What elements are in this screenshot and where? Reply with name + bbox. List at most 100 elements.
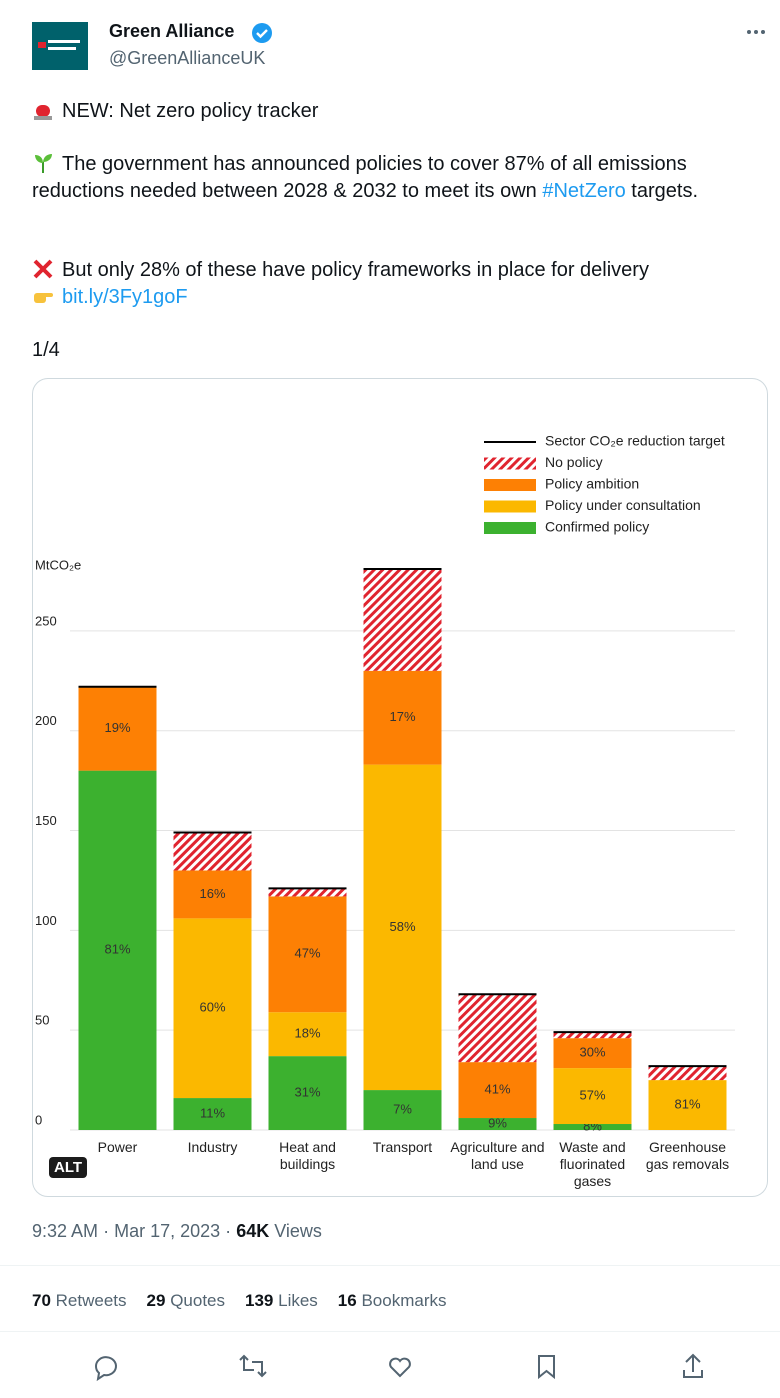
legend-label: Confirmed policy [545, 519, 649, 535]
emoji-pointing [34, 293, 53, 303]
segment-label: 17% [389, 709, 415, 724]
legend-swatch [484, 500, 536, 513]
segment-label: 30% [579, 1045, 605, 1060]
bar-segment [648, 1066, 727, 1081]
x-tick-label: Industry [187, 1139, 238, 1155]
bar-segment [363, 1090, 442, 1130]
segment-label: 81% [104, 942, 130, 957]
bar-segment [553, 1038, 632, 1069]
bar-segment [363, 670, 442, 765]
bar-segment [173, 918, 252, 1099]
stat-count: 70 [32, 1291, 51, 1310]
legend-swatch [484, 479, 536, 491]
retweet-button[interactable] [239, 1354, 267, 1378]
bookmark-button[interactable] [538, 1355, 555, 1380]
media-card[interactable]: MtCO₂e 0 50 100 150 200 250 81% 19% 11% 60% 16% 31% 1… [32, 378, 768, 1197]
timestamp: 9:32 AM · Mar 17, 2023 · 64K Views [32, 1221, 322, 1242]
hashtag[interactable]: #NetZero [542, 180, 626, 202]
separator: · [225, 1221, 232, 1241]
divider [0, 1331, 780, 1332]
views-count: 64K [236, 1221, 270, 1241]
y-tick-label: 0 [35, 1112, 42, 1127]
y-axis-label: MtCO₂e [35, 557, 81, 572]
share-button[interactable] [683, 1353, 703, 1378]
bar-segment [173, 832, 252, 871]
tweet-paragraph: But only 28% of these have policy framew… [32, 257, 752, 311]
x-tick-label: Transport [372, 1139, 433, 1155]
stat-label: Likes [278, 1291, 318, 1310]
headline: NEW: Net zero policy tracker [62, 100, 319, 122]
legend-swatch [484, 457, 536, 470]
reply-button[interactable] [95, 1356, 117, 1382]
bar-segment [268, 896, 347, 1013]
tweet-line: NEW: Net zero policy tracker [32, 98, 752, 125]
separator: · [103, 1221, 110, 1241]
stat[interactable]: 29 Quotes [147, 1291, 225, 1311]
views-label: Views [274, 1221, 322, 1241]
bar-segment [268, 1056, 347, 1130]
bar-segment [553, 1068, 632, 1125]
bar-segment [553, 1124, 632, 1130]
bar-segment [78, 686, 157, 771]
x-tick-label: Agriculture and land use [450, 1139, 545, 1172]
bar-segment [363, 764, 442, 1091]
segment-label: 41% [484, 1082, 510, 1097]
chart: MtCO₂e 0 50 100 150 200 250 81% 19% 11% 60% 16% 31% 1… [35, 433, 735, 1133]
segment-label: 11% [200, 1105, 225, 1120]
more-button[interactable] [745, 26, 767, 38]
segment-label: 60% [199, 1000, 225, 1015]
bar-segment [173, 1098, 252, 1130]
segment-label: 81% [674, 1096, 700, 1111]
segment-label: 7% [393, 1101, 412, 1116]
paragraph-text: The government has announced policies to… [32, 153, 687, 202]
bar-segment [458, 1118, 537, 1130]
x-tick-label: Waste and fluorinated gases [559, 1139, 626, 1189]
emoji-siren [34, 105, 52, 120]
thread-count: 1/4 [32, 339, 60, 361]
segment-label: 47% [294, 946, 320, 961]
alt-badge[interactable]: ALT [49, 1157, 88, 1178]
y-tick-label: 50 [35, 1013, 49, 1028]
emoji-seedling [35, 154, 52, 173]
legend-label: Sector CO₂e reduction target [545, 433, 725, 449]
segment-label: 58% [389, 919, 415, 934]
author-name[interactable]: Green Alliance [109, 21, 235, 41]
stat-count: 16 [337, 1291, 357, 1310]
y-tick-label: 250 [35, 613, 57, 628]
bar-segment [458, 1062, 537, 1119]
stat-label: Bookmarks [361, 1291, 447, 1310]
tweet-paragraph: The government has announced policies to… [32, 151, 732, 205]
segment-label: 57% [579, 1087, 605, 1102]
bar-segment [268, 1012, 347, 1057]
stat-label: Retweets [55, 1291, 127, 1310]
x-tick-label: Heat and buildings [279, 1139, 336, 1172]
stat-count: 29 [146, 1291, 166, 1310]
author-handle[interactable]: @GreenAllianceUK [109, 48, 266, 68]
bar-segment [553, 1032, 632, 1039]
avatar[interactable] [32, 22, 88, 70]
bar-segment [173, 870, 252, 919]
stats-row: 70 Retweets 29 Quotes 139 Likes 16 Bookmark… [32, 1291, 446, 1311]
segment-label: 16% [199, 886, 225, 901]
segment-label: 31% [294, 1085, 320, 1100]
stat-label: Quotes [170, 1291, 225, 1310]
stat[interactable]: 139 Likes [245, 1291, 318, 1311]
date: Mar 17, 2023 [114, 1221, 221, 1241]
legend-swatch [484, 522, 536, 534]
like-button[interactable] [389, 1357, 411, 1378]
bar-segment [458, 994, 537, 1063]
x-tick-label: Greenhouse gas removals [645, 1139, 730, 1172]
divider [0, 1265, 780, 1266]
paragraph-text: targets. [631, 180, 698, 202]
legend-label: Policy under consultation [545, 497, 701, 513]
verified-badge [252, 23, 272, 43]
y-tick-label: 200 [35, 713, 57, 728]
emoji-cross [33, 259, 53, 279]
stat[interactable]: 70 Retweets [32, 1291, 127, 1311]
bar-segment [363, 568, 442, 671]
action-bar [95, 1353, 703, 1382]
paragraph-text: But only 28% of these have policy framew… [62, 259, 649, 281]
stat[interactable]: 16 Bookmarks [338, 1291, 447, 1311]
link[interactable]: bit.ly/3Fy1goF [62, 286, 188, 308]
y-tick-label: 150 [35, 813, 57, 828]
